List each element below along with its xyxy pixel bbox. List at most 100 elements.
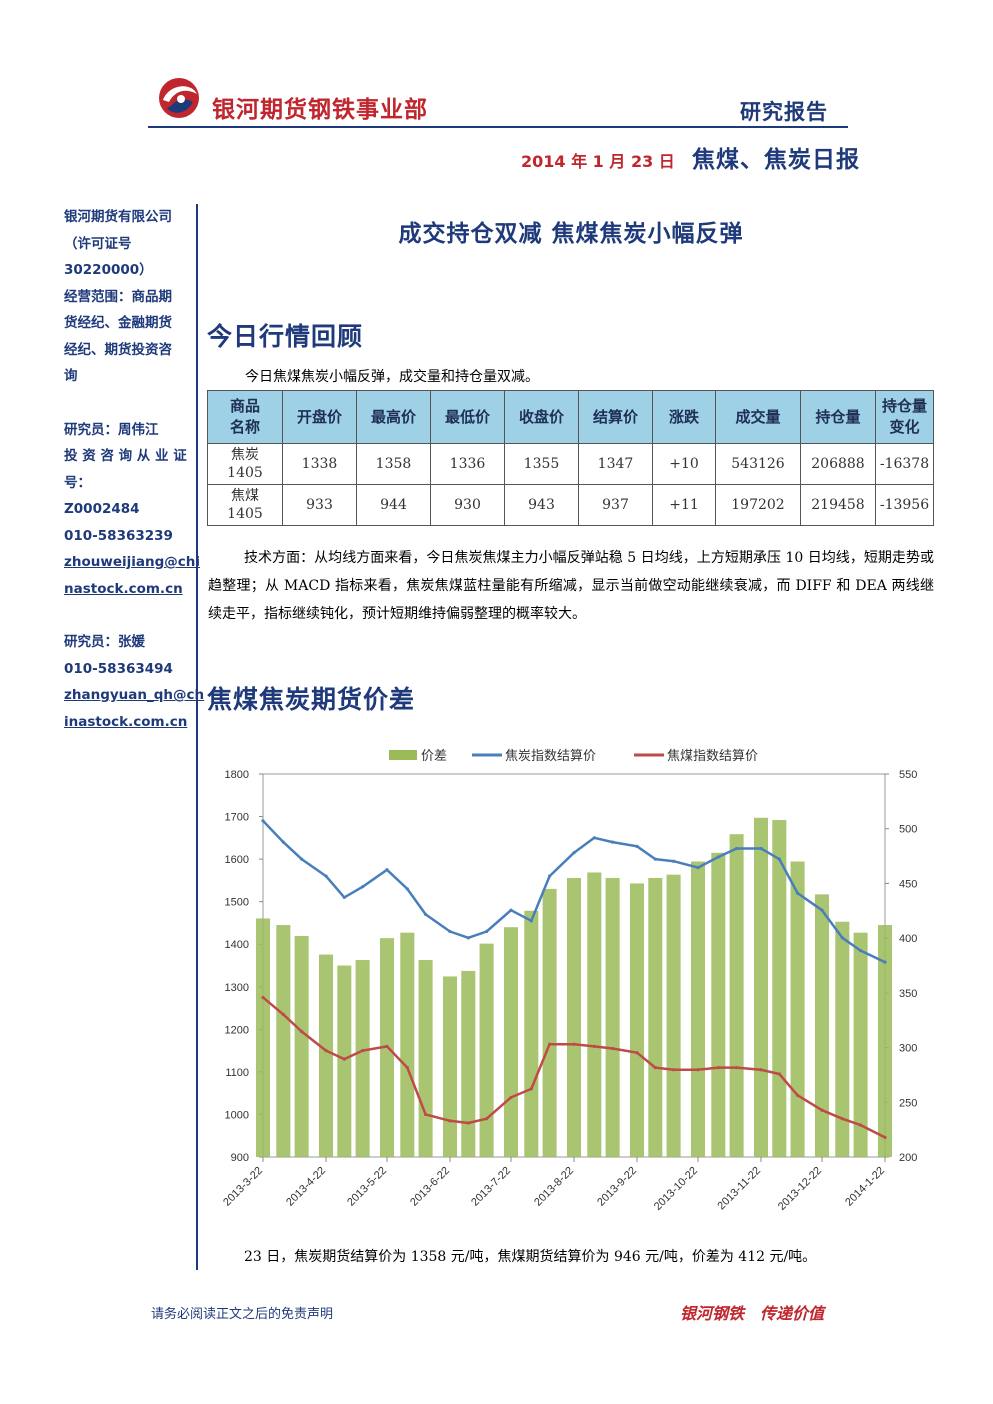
right-axis-tick-label: 350 xyxy=(899,988,917,1000)
company-logo-icon xyxy=(159,78,199,118)
coal-price-point xyxy=(840,1117,844,1121)
coal-price-point xyxy=(529,1087,533,1091)
spread-bar xyxy=(294,935,309,1157)
main-title: 成交持仓双减 焦煤焦炭小幅反弹 xyxy=(398,221,744,247)
coke-price-point xyxy=(281,840,285,844)
coal-price-point xyxy=(611,1046,615,1051)
table-cell: 1336 xyxy=(430,443,505,485)
table-header-cell: 结算价 xyxy=(578,390,653,444)
legend-label-spread: 价差 xyxy=(421,748,447,763)
company-info-line: 银河期货有限公司 xyxy=(64,209,172,225)
coal-price-point xyxy=(281,1012,285,1017)
spread-bar xyxy=(666,874,681,1157)
spread-bar xyxy=(877,925,893,1157)
spread-chart: 价差 焦炭指数结算价 焦煤指数结算价 900 1000 1100 1200 1300 14… xyxy=(221,748,917,1213)
x-axis-tick-label: 2013-11-22 xyxy=(715,1165,763,1213)
table-cell: 1355 xyxy=(504,443,579,485)
spread-bar xyxy=(711,852,726,1157)
spread-bar xyxy=(790,861,805,1157)
table-header-cell: 收盘价 xyxy=(504,390,579,444)
coke-price-point xyxy=(342,895,346,900)
coke-price-point xyxy=(448,929,452,934)
left-axis-tick-label: 900 xyxy=(231,1152,249,1164)
coke-price-point xyxy=(484,929,489,934)
section-title-spread: 焦煤焦炭期货价差 xyxy=(207,685,416,714)
researcher2-email-link[interactable]: inastock.com.cn xyxy=(64,713,188,730)
coal-price-point xyxy=(300,1029,304,1034)
researcher2-email-link[interactable]: zhangyuan_qh@ch xyxy=(64,687,205,703)
company-info-line: 询 xyxy=(64,368,78,384)
researcher1-email-link[interactable]: zhouweijiang@chi xyxy=(64,554,200,570)
table-cell: 焦煤 1405 xyxy=(207,484,283,526)
coke-price-point xyxy=(529,919,533,923)
coke-price-point xyxy=(509,908,513,912)
table-cell: 933 xyxy=(282,484,357,526)
right-axis-tick-label: 200 xyxy=(899,1152,917,1164)
coal-price-point xyxy=(883,1135,887,1140)
x-axis-tick-label: 2013-3-22 xyxy=(221,1165,265,1209)
x-axis-tick-label: 2013-4-22 xyxy=(284,1165,328,1209)
spread-bar xyxy=(400,932,415,1157)
left-axis-tick-label: 1200 xyxy=(225,1024,249,1036)
coal-price-point xyxy=(572,1042,576,1046)
right-axis-tick-label: 400 xyxy=(899,933,917,945)
table-cell: 1347 xyxy=(578,443,653,485)
coke-price-point xyxy=(385,868,389,872)
spread-bar xyxy=(542,888,557,1157)
chart-legend: 价差 焦炭指数结算价 焦煤指数结算价 xyxy=(389,748,758,763)
spread-bar xyxy=(648,877,663,1157)
coke-price-point xyxy=(300,857,304,861)
x-axis-tick-label: 2013-7-22 xyxy=(469,1165,513,1209)
coal-price-point xyxy=(672,1068,676,1072)
coke-price-point xyxy=(261,819,265,823)
spread-bar xyxy=(729,834,744,1157)
coke-price-point xyxy=(635,844,639,848)
coke-price-point xyxy=(572,851,576,855)
spread-bar xyxy=(418,960,433,1157)
right-axis-tick-label: 450 xyxy=(899,878,917,890)
x-axis-tick-label: 2013-9-22 xyxy=(595,1165,639,1209)
coal-price-point xyxy=(735,1066,739,1070)
spread-bar xyxy=(605,877,620,1157)
table-cell: 943 xyxy=(504,484,579,526)
spread-bar xyxy=(318,954,334,1157)
header-divider xyxy=(148,126,848,128)
legend-swatch-spread xyxy=(389,750,417,760)
sidebar: 银河期货有限公司 （许可证号 30220000） 经营范围：商品期 货经纪、金融… xyxy=(64,204,205,735)
coke-price-point xyxy=(324,874,328,878)
researcher1-email-link[interactable]: nastock.com.cn xyxy=(64,580,183,597)
spread-bar xyxy=(566,877,582,1157)
spread-bar xyxy=(629,883,645,1157)
researcher1-line: 010-58363239 xyxy=(64,527,173,544)
coke-price-point xyxy=(466,936,470,940)
coke-price-point xyxy=(592,836,596,840)
left-axis-tick-label: 1500 xyxy=(225,897,249,909)
spread-bar xyxy=(503,927,519,1157)
spread-bar xyxy=(355,960,370,1157)
researcher2-line: 010-58363494 xyxy=(64,660,173,677)
coke-price-point xyxy=(777,857,781,861)
table-cell: +11 xyxy=(652,484,716,526)
coal-price-point xyxy=(448,1119,452,1123)
table-cell: -16378 xyxy=(875,443,934,485)
legend-label-coal: 焦煤指数结算价 xyxy=(667,748,758,763)
table-header-cell: 持仓量 xyxy=(800,390,876,444)
spread-bar xyxy=(442,976,458,1157)
table-cell: 944 xyxy=(356,484,431,526)
right-axis-tick-label: 500 xyxy=(899,824,917,836)
coal-price-point xyxy=(592,1044,596,1048)
x-axis-tick-label: 2013-10-22 xyxy=(652,1165,700,1213)
x-axis-tick-label: 2013-5-22 xyxy=(345,1165,389,1209)
report-type: 研究报告 xyxy=(740,100,828,124)
spread-bar xyxy=(461,970,476,1157)
coke-price-point xyxy=(840,936,844,940)
spread-bar xyxy=(524,910,539,1157)
x-axis-tick-label: 2013-8-22 xyxy=(532,1165,576,1209)
coke-price-point xyxy=(611,840,615,844)
researcher2-line: 研究员：张媛 xyxy=(64,634,145,650)
left-axis-tick-label: 1100 xyxy=(225,1067,249,1079)
spread-bar xyxy=(255,918,271,1157)
right-axis-tick-label: 300 xyxy=(899,1043,917,1055)
left-axis-tick-label: 1700 xyxy=(225,812,249,824)
company-info-line: （许可证号 xyxy=(64,235,132,252)
